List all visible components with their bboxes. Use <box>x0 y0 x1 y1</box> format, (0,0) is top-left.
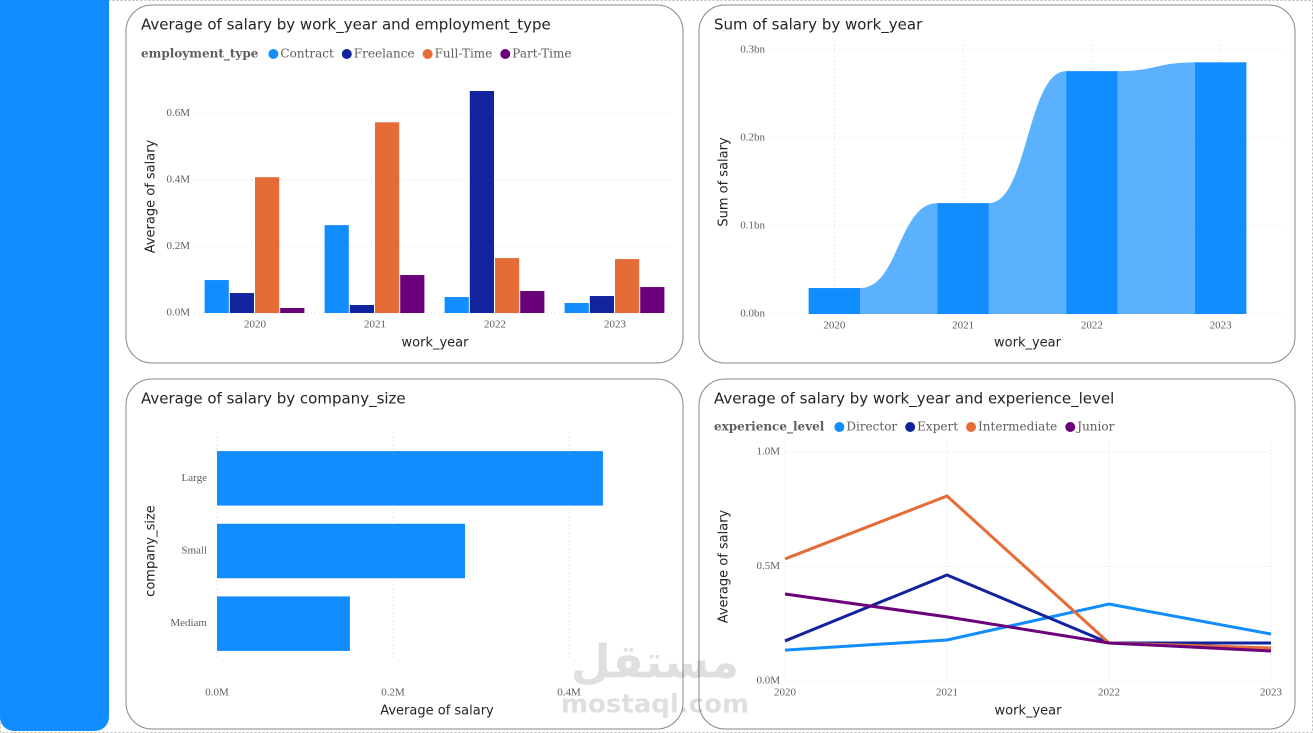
y-tick-label: Small <box>181 545 207 557</box>
x-tick-label: 2023 <box>1260 687 1283 699</box>
bar <box>520 291 545 313</box>
line <box>784 573 1271 645</box>
bar <box>444 297 469 313</box>
x-axis-label: work_year <box>995 704 1063 719</box>
bar <box>217 451 603 506</box>
legend-marker <box>966 422 977 432</box>
bar <box>217 596 350 651</box>
y-tick-label: 0.2M <box>166 240 190 252</box>
y-tick-label: 0.0M <box>756 675 780 687</box>
y-tick-label: 0.2bn <box>740 132 765 144</box>
charts: Average of salary by work_year and emplo… <box>141 16 1285 719</box>
line <box>784 592 1272 653</box>
y-tick-label: Mediam <box>170 617 207 629</box>
legend-marker <box>834 422 845 432</box>
chart-title: Average of salary by company_size <box>141 390 406 409</box>
watermark: مستقل <box>571 635 739 689</box>
x-tick-label: 0.2M <box>381 687 405 699</box>
bar <box>808 288 861 314</box>
bar <box>1194 62 1247 314</box>
legend-marker <box>341 49 352 59</box>
x-axis-label: work_year <box>402 336 470 351</box>
chart-title: Sum of salary by work_year <box>714 16 923 35</box>
legend-label: Part-Time <box>512 47 571 61</box>
bar <box>937 203 989 314</box>
legend-marker <box>1065 422 1076 432</box>
legend-marker <box>905 422 916 432</box>
ribbon <box>988 71 1067 315</box>
y-tick-label: 0.0M <box>166 307 190 319</box>
sidebar <box>0 0 109 731</box>
y-tick-label: 0.1bn <box>740 220 765 232</box>
legend-label: Intermediate <box>978 420 1057 434</box>
x-axis-label: Average of salary <box>380 704 494 719</box>
legend-marker <box>422 49 433 59</box>
legend-title: experience_level <box>714 420 825 435</box>
y-tick-label: 0.3bn <box>740 44 765 56</box>
legend-label: Junior <box>1075 420 1114 434</box>
bar <box>615 259 640 313</box>
legend-label: Contract <box>280 47 334 61</box>
ribbon <box>860 203 938 314</box>
x-tick-label: 2022 <box>1098 687 1120 699</box>
bar <box>217 523 465 579</box>
bar <box>640 287 665 313</box>
legend-marker <box>268 49 279 59</box>
legend-label: Expert <box>917 420 958 434</box>
ribbon <box>1117 62 1195 314</box>
y-tick-label: Large <box>182 472 208 484</box>
y-axis-label: Sum of salary <box>717 137 732 227</box>
watermark: mostaql.com <box>561 690 749 720</box>
bar <box>375 122 400 313</box>
legend-title: employment_type <box>141 47 259 62</box>
bar <box>324 225 349 313</box>
x-tick-label: 2022 <box>484 319 506 331</box>
x-tick-label: 2020 <box>244 319 267 331</box>
x-tick-label: 2023 <box>604 319 627 331</box>
legend-label: Full-Time <box>435 47 493 61</box>
bar <box>564 303 589 313</box>
bar <box>229 293 254 313</box>
bar <box>204 280 229 313</box>
bar <box>255 177 280 313</box>
x-tick-label: 0.4M <box>557 687 581 699</box>
bar <box>469 90 494 313</box>
y-tick-label: 0.0bn <box>740 308 765 320</box>
x-tick-label: 2020 <box>774 687 797 699</box>
bar <box>349 305 374 313</box>
line <box>784 602 1272 652</box>
x-axis-label: work_year <box>994 336 1062 351</box>
y-axis-label: company_size <box>144 505 159 597</box>
bar <box>280 308 305 313</box>
bar <box>1066 71 1118 315</box>
legend-label: Director <box>846 420 897 434</box>
bar <box>495 258 520 313</box>
legend-marker <box>500 49 511 59</box>
bar <box>400 275 425 313</box>
y-tick-label: 0.4M <box>166 173 190 185</box>
x-tick-label: 2021 <box>952 320 974 332</box>
y-tick-label: 1.0M <box>756 446 780 458</box>
bar <box>589 296 614 313</box>
x-tick-label: 2021 <box>936 687 958 699</box>
y-tick-label: 0.6M <box>166 107 190 119</box>
x-tick-label: 0.0M <box>205 687 229 699</box>
y-axis-label: Average of salary <box>717 509 732 623</box>
legend-label: Freelance <box>354 47 415 61</box>
y-tick-label: 0.5M <box>756 560 780 572</box>
y-axis-label: Average of salary <box>144 139 159 253</box>
x-tick-label: 2023 <box>1210 320 1233 332</box>
x-tick-label: 2021 <box>364 319 386 331</box>
chart-title: Average of salary by work_year and exper… <box>714 390 1114 409</box>
chart-title: Average of salary by work_year and emplo… <box>141 16 551 35</box>
x-tick-label: 2022 <box>1081 320 1103 332</box>
x-tick-label: 2020 <box>823 320 846 332</box>
